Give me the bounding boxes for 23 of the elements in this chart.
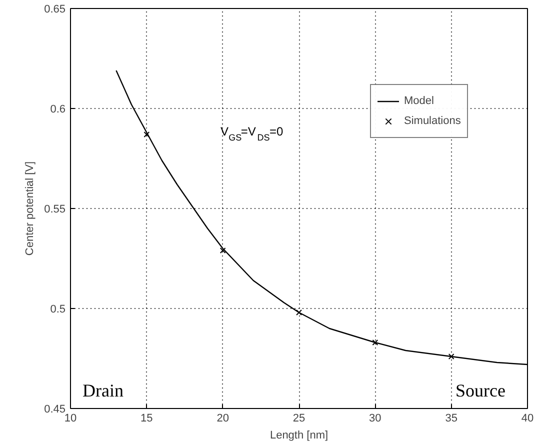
x-tick-label: 20 xyxy=(216,412,229,424)
point xyxy=(144,132,150,138)
x-tick-label: 40 xyxy=(521,412,534,424)
point xyxy=(448,354,454,360)
y-tick-label: 0.65 xyxy=(44,4,66,16)
x-tick-label: 10 xyxy=(64,412,77,424)
x-axis-title: Length [nm] xyxy=(270,430,328,442)
point xyxy=(220,248,226,254)
y-tick-label: 0.55 xyxy=(44,204,66,216)
x-tick-label: 30 xyxy=(369,412,382,424)
y-tick-label: 0.45 xyxy=(44,404,66,416)
legend-label: Simulations xyxy=(404,115,461,127)
y-axis-title: Center potential [V] xyxy=(24,161,36,256)
point xyxy=(296,310,302,316)
point xyxy=(372,340,378,346)
x-tick-label: 25 xyxy=(292,412,306,424)
annotation: Drain xyxy=(82,380,124,400)
y-tick-label: 0.5 xyxy=(50,304,66,316)
legend-label: Model xyxy=(404,95,434,107)
annotation: Source xyxy=(456,380,506,400)
y-tick-label: 0.6 xyxy=(50,104,66,116)
x-tick-label: 15 xyxy=(140,412,153,424)
x-tick-label: 35 xyxy=(445,412,458,424)
